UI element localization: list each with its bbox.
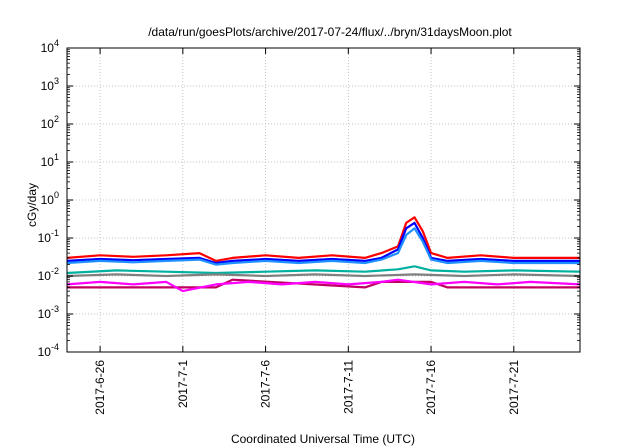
series-group bbox=[66, 216, 581, 293]
grid bbox=[67, 48, 580, 352]
y-tick-label: 10-4 bbox=[38, 342, 59, 359]
series-line-3 bbox=[66, 265, 581, 275]
y-tick-label: 10-2 bbox=[38, 266, 59, 283]
x-tick-label: 2017-7-11 bbox=[341, 360, 355, 414]
series-line-5 bbox=[67, 278, 580, 289]
y-tick-label: 102 bbox=[41, 114, 59, 131]
y-tick-label: 103 bbox=[41, 76, 59, 93]
x-tick-label: 2017-7-6 bbox=[259, 360, 273, 408]
y-tick-label: 10-1 bbox=[38, 228, 59, 245]
y-tick-label: 101 bbox=[41, 152, 59, 169]
series-line-1 bbox=[66, 221, 580, 265]
y-tick-label: 104 bbox=[41, 38, 59, 55]
chart-title: /data/run/goesPlots/archive/2017-07-24/f… bbox=[148, 25, 512, 39]
x-tick-label: 2017-7-16 bbox=[424, 360, 438, 415]
y-axis-label: cGy/day bbox=[25, 183, 39, 227]
x-axis-label: Coordinated Universal Time (UTC) bbox=[231, 432, 415, 446]
series-line-0 bbox=[66, 216, 580, 262]
series-line-6 bbox=[66, 278, 581, 293]
x-tick-label: 2017-7-21 bbox=[507, 360, 521, 415]
x-tick-label: 2017-6-26 bbox=[93, 360, 107, 415]
y-tick-label: 100 bbox=[41, 190, 59, 207]
series-line-4 bbox=[66, 273, 581, 278]
x-tick-label: 2017-7-1 bbox=[176, 360, 190, 408]
series-line-2 bbox=[66, 227, 580, 266]
plot-frame bbox=[66, 47, 581, 353]
ticks: 10-4 10-3 10-2 10-1 100 101 102 103 104 2017-6-26… bbox=[38, 38, 580, 415]
y-tick-label: 10-3 bbox=[38, 304, 59, 321]
